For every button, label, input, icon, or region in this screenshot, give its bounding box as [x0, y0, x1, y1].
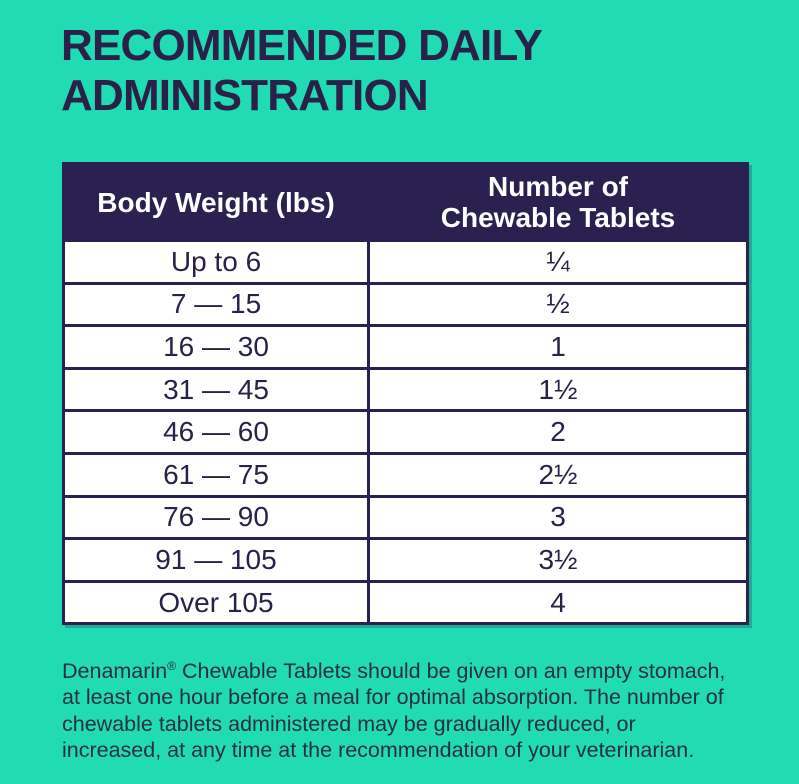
tablet-count-cell: 3½ — [367, 537, 749, 583]
weight-cell: 91 — 105 — [62, 537, 370, 583]
weight-cell: 31 — 45 — [62, 366, 370, 413]
table-row: 76 — 90 3 — [62, 494, 749, 541]
table-row: 7 — 15 ½ — [62, 281, 749, 328]
weight-cell: Up to 6 — [62, 239, 370, 285]
weight-cell: 61 — 75 — [62, 451, 370, 498]
tablet-count-cell: 3 — [367, 494, 749, 541]
table-row: Over 105 4 — [62, 579, 749, 626]
note-line-3: chewable tablets administered may be gra… — [62, 711, 636, 736]
note-line-2: at least one hour before a meal for opti… — [62, 685, 724, 710]
table-row: 46 — 60 2 — [62, 409, 749, 455]
table-row: 61 — 75 2½ — [62, 451, 749, 498]
brand-name: Denamarin — [62, 659, 168, 683]
weight-cell: 7 — 15 — [62, 281, 370, 328]
note-line-1: Denamarin® Chewable Tablets should be gi… — [62, 658, 725, 684]
header-cell-body-weight: Body Weight (lbs) — [62, 162, 370, 242]
weight-cell: 76 — 90 — [62, 494, 370, 541]
note-line-1-text: Chewable Tablets should be given on an e… — [176, 659, 726, 683]
page-title-line2: ADMINISTRATION — [61, 71, 429, 120]
weight-cell: Over 105 — [62, 579, 370, 626]
dosage-table: Body Weight (lbs) Number of Chewable Tab… — [62, 162, 749, 626]
tablet-count-cell: 1½ — [367, 366, 749, 413]
table-row: Up to 6 ¼ — [62, 239, 749, 285]
header-tablet-count-line2: Chewable Tablets — [440, 202, 676, 233]
tablet-count-cell: 2½ — [367, 451, 749, 498]
table-row: 16 — 30 1 — [62, 324, 749, 370]
tablet-count-cell: ½ — [367, 281, 749, 328]
registered-trademark-symbol: ® — [167, 659, 177, 673]
tablet-count-cell: 1 — [367, 324, 749, 370]
page-title: RECOMMENDED DAILY ADMINISTRATION — [61, 21, 543, 121]
administration-note: Denamarin® Chewable Tablets should be gi… — [62, 658, 725, 763]
weight-cell: 16 — 30 — [62, 324, 370, 370]
tablet-count-cell: 2 — [367, 409, 749, 455]
tablet-count-cell: 4 — [367, 579, 749, 626]
note-line-4: increased, at any time at the recommenda… — [62, 737, 695, 762]
tablet-count-cell: ¼ — [367, 239, 749, 285]
page-title-line1: RECOMMENDED DAILY — [61, 21, 543, 70]
weight-cell: 46 — 60 — [62, 409, 370, 455]
header-cell-tablet-count: Number of Chewable Tablets — [367, 162, 749, 242]
header-tablet-count-line1: Number of — [488, 171, 628, 202]
table-header-row: Body Weight (lbs) Number of Chewable Tab… — [62, 162, 749, 242]
table-row: 31 — 45 1½ — [62, 366, 749, 413]
table-row: 91 — 105 3½ — [62, 537, 749, 583]
